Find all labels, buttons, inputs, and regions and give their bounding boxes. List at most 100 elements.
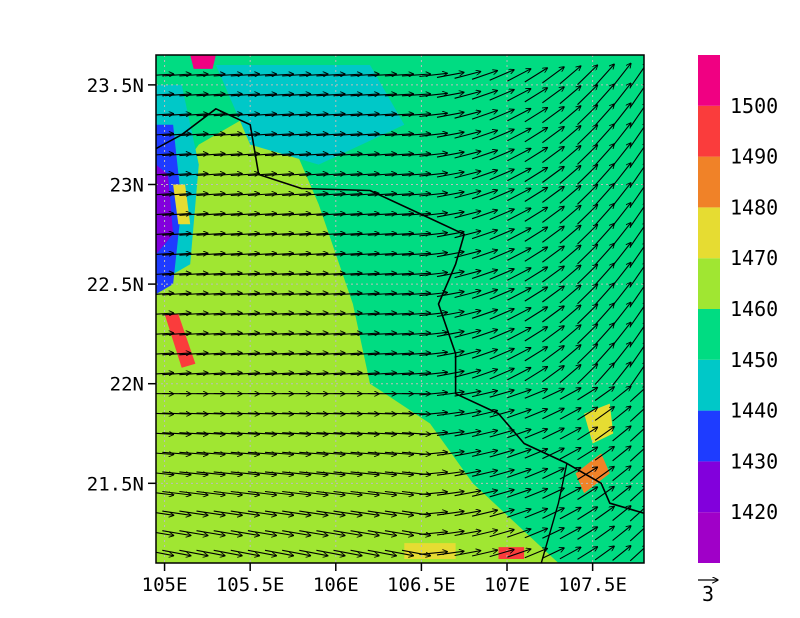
x-tick-label: 107.5E xyxy=(558,574,627,596)
wind-vector xyxy=(384,452,414,454)
fill-south-yellow-spot xyxy=(404,543,456,559)
wind-vector xyxy=(179,194,208,196)
wind-vector xyxy=(316,510,345,515)
wind-vector xyxy=(507,288,531,301)
wind-vector xyxy=(507,449,531,459)
wind-vector xyxy=(162,174,191,176)
wind-vector xyxy=(629,162,644,188)
wind-vector xyxy=(367,333,397,335)
wind-vector xyxy=(436,412,464,417)
wind-vector xyxy=(282,471,311,475)
wind-vector xyxy=(559,225,581,244)
wind-vector xyxy=(179,373,208,375)
wind-vector xyxy=(489,229,514,241)
wind-vector xyxy=(299,433,328,435)
wind-vector xyxy=(230,154,259,156)
wind-vector xyxy=(299,549,328,555)
wind-vector xyxy=(454,370,481,378)
wind-vector xyxy=(299,213,328,215)
wind-vector xyxy=(401,353,431,355)
wind-vector xyxy=(471,310,497,319)
wind-vector xyxy=(350,313,380,315)
wind-vector xyxy=(419,173,447,177)
wind-vector xyxy=(612,406,631,422)
wind-vector xyxy=(454,171,481,179)
wind-vector xyxy=(230,471,259,475)
wind-vector xyxy=(350,452,380,454)
wind-vector xyxy=(577,304,598,325)
wind-vector xyxy=(419,392,447,396)
wind-vector xyxy=(162,253,191,255)
wind-vector xyxy=(367,530,397,536)
wind-vector xyxy=(507,89,531,102)
wind-vector xyxy=(156,531,174,536)
wind-vector xyxy=(264,433,294,435)
height-fill-layer xyxy=(156,55,644,563)
wind-vector xyxy=(316,333,345,335)
wind-vector xyxy=(162,490,191,496)
wind-vector xyxy=(594,263,614,286)
wind-vector xyxy=(436,371,464,377)
wind-vector xyxy=(489,110,514,121)
wind-vector xyxy=(264,413,294,414)
wind-vector xyxy=(213,413,243,414)
wind-vector xyxy=(559,245,581,264)
wind-vector xyxy=(162,413,191,414)
wind-vector xyxy=(367,174,397,176)
wind-vector xyxy=(162,273,191,275)
wind-vector xyxy=(419,133,447,137)
wind-vector xyxy=(401,273,431,275)
wind-vector xyxy=(350,134,380,136)
wind-vector xyxy=(282,154,311,156)
wind-vector xyxy=(436,452,464,456)
wind-vector xyxy=(542,107,564,124)
wind-vector xyxy=(419,73,447,78)
wind-vector xyxy=(162,373,191,375)
wind-vector xyxy=(594,204,614,226)
wind-vector xyxy=(489,470,514,478)
x-tick-label: 105.5E xyxy=(216,574,285,596)
wind-vector xyxy=(524,247,548,262)
wind-vector xyxy=(419,113,447,117)
wind-vector xyxy=(559,488,581,500)
wind-vector xyxy=(367,413,397,414)
wind-vector xyxy=(436,172,464,178)
wind-vector xyxy=(156,472,174,475)
wind-vector xyxy=(436,112,464,118)
wind-vector xyxy=(247,253,277,255)
wind-vector xyxy=(196,413,226,414)
wind-vector xyxy=(316,154,345,156)
wind-vector xyxy=(524,267,548,282)
wind-vector xyxy=(594,283,614,306)
wind-vector xyxy=(282,273,311,275)
wind-vector xyxy=(316,549,345,555)
wind-vector xyxy=(333,213,363,215)
wind-vector xyxy=(247,549,277,555)
wind-vector xyxy=(612,486,631,502)
wind-vector xyxy=(384,313,414,315)
wind-vector xyxy=(577,205,598,225)
colorbar-label: 1420 xyxy=(730,500,778,524)
wind-vector xyxy=(542,389,564,400)
wind-vector xyxy=(282,233,311,235)
wind-vector xyxy=(247,333,277,335)
colorbar-swatch xyxy=(698,156,720,208)
wind-vector xyxy=(542,167,564,183)
plot-frame xyxy=(155,54,645,564)
wind-vector xyxy=(316,433,345,435)
wind-vector xyxy=(367,134,397,136)
wind-vector xyxy=(577,185,598,205)
y-tick-label: 22.5N xyxy=(87,274,144,296)
wind-vector xyxy=(471,330,497,339)
wind-vector xyxy=(333,510,363,515)
wind-vector xyxy=(507,549,531,558)
colorbar-swatch xyxy=(698,512,720,563)
wind-vector xyxy=(612,322,631,346)
wind-vector xyxy=(162,530,191,536)
wind-vector xyxy=(419,332,447,337)
wind-vector xyxy=(454,551,481,557)
wind-vector xyxy=(559,265,581,284)
wind-vector xyxy=(489,390,514,398)
wind-vector xyxy=(507,248,531,261)
wind-vector xyxy=(179,333,208,335)
